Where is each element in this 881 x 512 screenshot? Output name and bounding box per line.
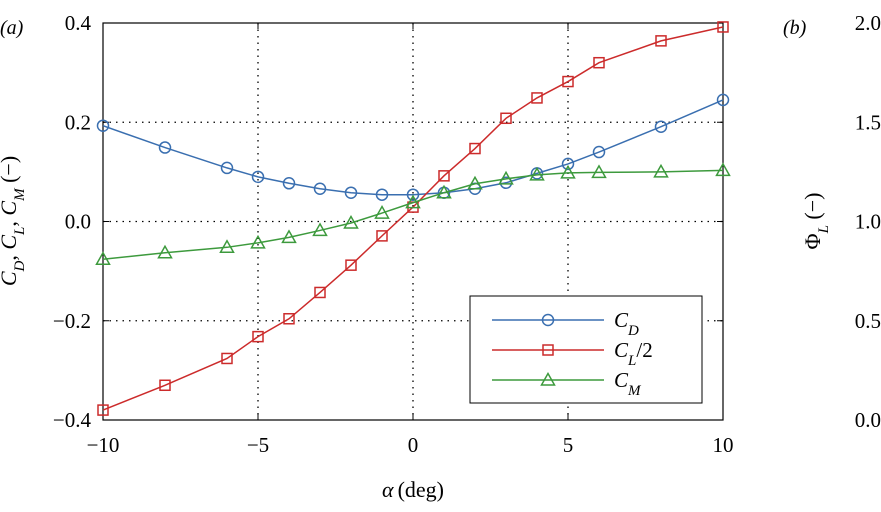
- data-point: [283, 313, 295, 325]
- y-axis-label-b: ΦL (−): [800, 193, 832, 250]
- data-point: [95, 251, 111, 265]
- legend-marker: [541, 313, 555, 327]
- legend: CD CL/2 CM: [469, 295, 703, 404]
- y-tick-label-b: 0.0: [855, 408, 881, 432]
- data-point: [374, 205, 390, 219]
- x-tick-label: 10: [713, 433, 734, 457]
- data-point: [313, 182, 327, 195]
- grid-lines: [103, 23, 723, 420]
- data-point: [716, 93, 730, 107]
- y-tick-label: 0.4: [65, 11, 92, 35]
- data-point: [467, 175, 483, 190]
- x-axis-unit: (deg): [398, 477, 444, 502]
- data-point: [252, 330, 264, 343]
- data-point: [250, 234, 266, 249]
- data-point: [219, 239, 235, 254]
- data-point: [438, 170, 450, 182]
- data-point: [345, 259, 357, 271]
- data-point: [561, 157, 575, 171]
- x-tick-label: −10: [87, 433, 120, 457]
- data-point: [314, 286, 326, 299]
- x-tick-label: 5: [563, 433, 574, 457]
- y-axis-label-a: CD, CL, CM (−): [0, 156, 28, 286]
- x-axis-symbol: α: [382, 477, 394, 502]
- data-point: [344, 186, 358, 199]
- data-point: [717, 21, 729, 33]
- legend-marker: [540, 371, 556, 386]
- y-tick-label: −0.2: [53, 309, 91, 333]
- x-tick-label: −5: [247, 433, 269, 457]
- y-tick-label-b: 1.0: [855, 210, 881, 234]
- series-c_m: [95, 162, 731, 265]
- data-point: [221, 352, 233, 365]
- data-point: [158, 141, 172, 154]
- data-point: [498, 170, 514, 185]
- legend-label-cd: CD: [614, 308, 639, 339]
- y-tick-label: 0.0: [65, 210, 91, 234]
- data-point: [375, 188, 389, 201]
- data-point: [343, 214, 359, 229]
- data-point: [654, 120, 668, 133]
- data-point: [220, 161, 234, 175]
- legend-marker: [542, 344, 554, 356]
- data-point: [500, 112, 512, 125]
- y-tick-label-b: 0.5: [855, 309, 881, 333]
- data-point: [251, 170, 265, 184]
- data-point: [157, 244, 173, 259]
- data-point: [560, 164, 576, 179]
- data-point: [405, 194, 421, 209]
- data-point: [715, 162, 731, 177]
- panel-a-label: (a): [0, 17, 24, 39]
- data-point: [591, 164, 607, 179]
- series-line: [102, 169, 724, 260]
- legend-label-cm: CM: [614, 368, 642, 399]
- data-point: [469, 142, 481, 155]
- data-point: [531, 92, 543, 104]
- data-point: [655, 35, 667, 47]
- legend-label-cl: CL/2: [614, 338, 653, 369]
- data-point: [282, 177, 296, 190]
- data-point: [376, 230, 388, 242]
- data-point: [406, 188, 420, 201]
- x-tick-label: 0: [408, 433, 419, 457]
- panel-b-label: (b): [783, 17, 807, 39]
- data-point: [562, 75, 574, 88]
- data-point: [529, 166, 545, 181]
- data-point: [96, 119, 110, 132]
- y-tick-label-b: 1.5: [855, 110, 881, 134]
- data-point: [436, 184, 452, 199]
- y-tick-label-b: 2.0: [855, 11, 881, 35]
- y-tick-label: −0.4: [53, 408, 92, 432]
- data-point: [97, 404, 109, 416]
- data-point: [159, 379, 171, 392]
- data-point: [593, 56, 605, 69]
- data-point: [281, 229, 297, 244]
- data-point: [653, 163, 669, 178]
- y-tick-label: 0.2: [65, 110, 91, 134]
- data-point: [592, 145, 606, 159]
- data-point: [312, 222, 328, 237]
- x-axis-label: α (deg): [382, 477, 444, 502]
- tick-marks: [102, 22, 724, 421]
